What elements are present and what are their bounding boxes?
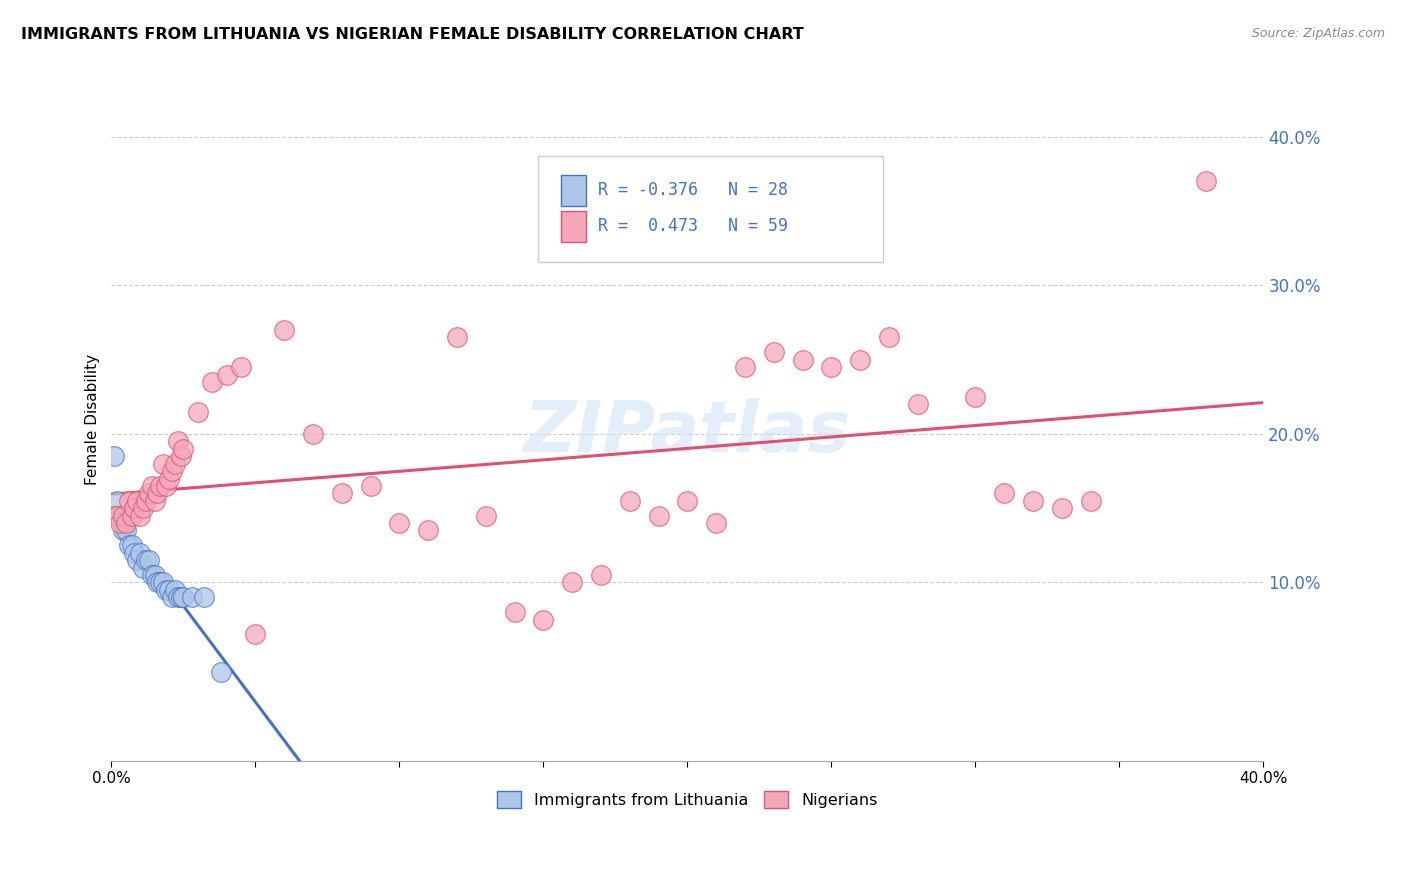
Point — [157, 582, 180, 597]
Point — [143, 493, 166, 508]
Point — [166, 434, 188, 449]
Point — [1050, 501, 1073, 516]
Point — [129, 508, 152, 523]
Point — [108, 516, 131, 530]
Point — [187, 405, 209, 419]
Point — [121, 538, 143, 552]
Point — [676, 493, 699, 508]
Point — [141, 568, 163, 582]
Point — [169, 449, 191, 463]
Text: R =  0.473   N = 59: R = 0.473 N = 59 — [598, 218, 787, 235]
Point — [330, 486, 353, 500]
Point — [849, 352, 872, 367]
Point — [201, 375, 224, 389]
Point — [111, 508, 134, 523]
Point — [475, 508, 498, 523]
Point — [108, 508, 131, 523]
Point — [152, 575, 174, 590]
Point — [531, 613, 554, 627]
Point — [418, 524, 440, 538]
Point — [103, 508, 125, 523]
Point — [138, 486, 160, 500]
Point — [561, 575, 583, 590]
Point — [124, 546, 146, 560]
Point — [172, 591, 194, 605]
Point — [360, 479, 382, 493]
Point — [619, 493, 641, 508]
Point — [647, 508, 669, 523]
Point — [135, 493, 157, 508]
Point — [734, 360, 756, 375]
Point — [114, 524, 136, 538]
Point — [105, 493, 128, 508]
Point — [157, 471, 180, 485]
Point — [907, 397, 929, 411]
Text: R = -0.376   N = 28: R = -0.376 N = 28 — [598, 181, 787, 199]
Point — [762, 345, 785, 359]
Point — [589, 568, 612, 582]
FancyBboxPatch shape — [561, 211, 586, 242]
Point — [160, 591, 183, 605]
Point — [388, 516, 411, 530]
Point — [1080, 493, 1102, 508]
Point — [143, 568, 166, 582]
Point — [302, 426, 325, 441]
Point — [118, 493, 141, 508]
Point — [169, 591, 191, 605]
Text: ZIPatlas: ZIPatlas — [523, 398, 851, 467]
Point — [245, 627, 267, 641]
Point — [446, 330, 468, 344]
Point — [704, 516, 727, 530]
Point — [155, 479, 177, 493]
Point — [163, 457, 186, 471]
Point — [215, 368, 238, 382]
Point — [114, 516, 136, 530]
Point — [209, 665, 232, 679]
Point — [1195, 174, 1218, 188]
Point — [135, 553, 157, 567]
Point — [273, 323, 295, 337]
Point — [193, 591, 215, 605]
Point — [965, 390, 987, 404]
Point — [166, 591, 188, 605]
Point — [129, 546, 152, 560]
Text: IMMIGRANTS FROM LITHUANIA VS NIGERIAN FEMALE DISABILITY CORRELATION CHART: IMMIGRANTS FROM LITHUANIA VS NIGERIAN FE… — [21, 27, 804, 42]
Point — [149, 575, 172, 590]
Text: Source: ZipAtlas.com: Source: ZipAtlas.com — [1251, 27, 1385, 40]
Point — [111, 524, 134, 538]
Point — [127, 553, 149, 567]
Point — [160, 464, 183, 478]
Point — [146, 575, 169, 590]
Point — [149, 479, 172, 493]
Point — [172, 442, 194, 456]
Point — [503, 605, 526, 619]
Point — [146, 486, 169, 500]
FancyBboxPatch shape — [537, 156, 883, 262]
Point — [877, 330, 900, 344]
Point — [105, 508, 128, 523]
Point — [132, 560, 155, 574]
Point — [132, 501, 155, 516]
Point — [118, 538, 141, 552]
Y-axis label: Female Disability: Female Disability — [86, 353, 100, 484]
Legend: Immigrants from Lithuania, Nigerians: Immigrants from Lithuania, Nigerians — [491, 785, 884, 814]
Point — [229, 360, 252, 375]
FancyBboxPatch shape — [561, 175, 586, 205]
Point — [127, 493, 149, 508]
Point — [163, 582, 186, 597]
Point — [1022, 493, 1045, 508]
Point — [155, 582, 177, 597]
Point — [181, 591, 204, 605]
Point — [820, 360, 842, 375]
Point — [121, 508, 143, 523]
Point — [152, 457, 174, 471]
Point — [124, 501, 146, 516]
Point — [792, 352, 814, 367]
Point — [141, 479, 163, 493]
Point — [138, 553, 160, 567]
Point — [103, 449, 125, 463]
Point — [993, 486, 1015, 500]
